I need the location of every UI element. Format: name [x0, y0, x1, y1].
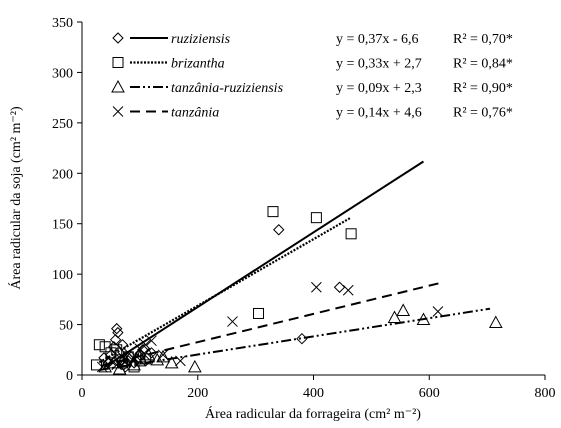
x-ticks: 0 200 400 600 800: [79, 375, 556, 401]
y-tick-label: 0: [66, 369, 73, 384]
data-point-x: [227, 316, 238, 327]
legend-series-name: tanzânia: [171, 106, 219, 121]
fit-line-triangle: [99, 307, 491, 371]
data-point-x: [96, 361, 108, 373]
legend-r2: R² = 0,84*: [453, 57, 513, 72]
data-point-x: [146, 335, 157, 347]
data-point-diamond: [112, 326, 124, 339]
data-point-diamond: [333, 281, 346, 293]
y-tick-label: 150: [52, 218, 73, 233]
x-tick-label: 0: [79, 386, 86, 401]
data-point-square: [99, 341, 111, 353]
data-point-square: [345, 228, 357, 240]
data-point-x: [105, 355, 117, 367]
data-point-square: [253, 307, 265, 319]
data-point-square: [310, 212, 322, 224]
data-point-triangle: [150, 352, 165, 366]
data-point-triangle: [118, 353, 133, 367]
legend-series-name: brizantha: [171, 57, 225, 72]
data-point-x: [157, 349, 169, 361]
legend-r2: R² = 0,90*: [453, 81, 513, 96]
legend-marker-diamond: [112, 32, 124, 44]
y-tick-label: 350: [52, 16, 73, 31]
data-point-triangle: [416, 312, 431, 326]
y-tick-label: 250: [52, 117, 73, 132]
data-point-triangle: [156, 349, 170, 363]
data-point-x: [311, 281, 322, 293]
legend-equation: y = 0,09x + 2,3: [336, 81, 422, 96]
y-tick-label: 200: [52, 167, 73, 182]
data-point-x: [342, 284, 354, 296]
data-point-square: [122, 351, 134, 363]
x-tick-label: 600: [419, 386, 440, 401]
data-points: [90, 206, 503, 375]
y-axis-title: Área radicular da soja (cm² m⁻²): [7, 106, 24, 290]
legend-series-name: ruziziensis: [171, 32, 231, 47]
data-point-triangle: [127, 357, 141, 371]
legend-marker-triangle: [111, 79, 125, 93]
legend-equation: y = 0,37x - 6,6: [336, 32, 419, 47]
data-point-diamond: [273, 224, 285, 236]
fit-lines: [98, 160, 491, 371]
data-point-x: [432, 306, 444, 317]
data-point-triangle: [387, 310, 402, 324]
x-tick-label: 400: [303, 386, 324, 401]
legend-marker-square: [112, 57, 124, 68]
legend-equation: y = 0,33x + 2,7: [336, 57, 422, 72]
legend-r2: R² = 0,76*: [453, 106, 513, 121]
data-point-x: [140, 339, 152, 351]
fit-line-diamond: [103, 160, 425, 369]
data-point-x: [117, 351, 128, 363]
data-point-diamond: [111, 322, 123, 335]
y-tick-label: 100: [52, 268, 73, 283]
legend-equation: y = 0,14x + 4,6: [336, 106, 422, 121]
x-axis-title: Área radicular da forrageira (cm² m⁻²): [205, 405, 421, 422]
data-point-square: [90, 359, 102, 371]
legend-r2: R² = 0,70*: [453, 32, 513, 47]
data-point-square: [93, 339, 105, 351]
data-point-triangle: [164, 355, 179, 369]
data-point-triangle: [188, 359, 202, 373]
data-point-square: [111, 344, 123, 356]
data-point-square: [267, 206, 279, 218]
fit-line-square: [98, 216, 352, 364]
data-point-triangle: [141, 347, 156, 361]
data-point-diamond: [145, 347, 158, 359]
axes: [81, 22, 545, 376]
x-tick-label: 200: [187, 386, 208, 401]
data-point-x: [134, 343, 146, 355]
y-ticks: 0 50 100 150 200 250 300 350: [52, 16, 82, 384]
y-tick-label: 50: [59, 319, 73, 334]
data-point-x: [175, 355, 186, 367]
data-point-x: [111, 359, 123, 371]
legend: ruziziensis y = 0,37x - 6,6 R² = 0,70* briz…: [111, 32, 513, 121]
legend-series-name: tanzânia-ruziziensis: [171, 81, 284, 96]
data-point-triangle: [396, 303, 411, 316]
y-tick-label: 300: [52, 66, 73, 81]
data-point-diamond: [128, 357, 140, 369]
data-point-x: [128, 353, 140, 365]
data-point-diamond: [134, 349, 146, 361]
data-point-diamond: [116, 339, 129, 351]
data-point-triangle: [488, 315, 503, 329]
legend-marker-x: [112, 106, 124, 117]
data-point-triangle: [112, 361, 127, 375]
x-tick-label: 800: [535, 386, 556, 401]
data-point-diamond: [296, 332, 308, 345]
data-point-square: [105, 347, 117, 359]
fit-line-x: [102, 281, 442, 367]
